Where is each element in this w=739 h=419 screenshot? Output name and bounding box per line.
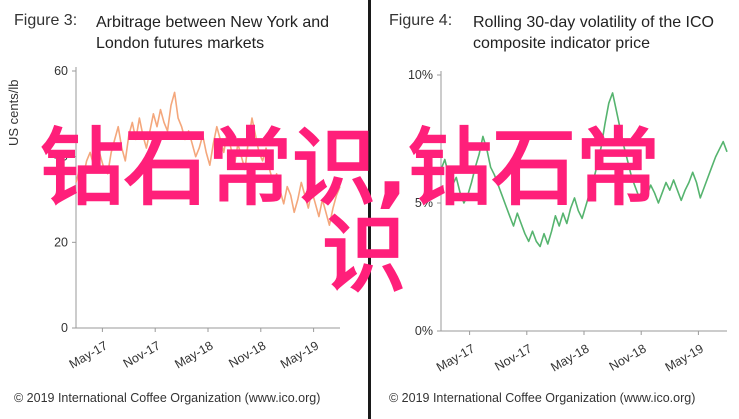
- series-line: [75, 91, 341, 226]
- y-tick-label: 60: [54, 64, 68, 78]
- chart-title: Arbitrage between New York and London fu…: [96, 14, 330, 52]
- x-tick-label: May-18: [172, 338, 215, 371]
- x-tick-label: May-19: [278, 338, 321, 371]
- figure-label: Figure 3:: [14, 12, 78, 29]
- x-tick-label: Nov-17: [121, 338, 163, 370]
- chart-title: Rolling 30-day volatility of the ICO com…: [473, 14, 714, 52]
- arbitrage-chart: 0 20 40 60 May-17 Nov-17 May-18 Nov-18 May-19: [54, 64, 341, 371]
- right-chart-panel: Figure 4: Rolling 30-day volatility of t…: [371, 0, 739, 419]
- y-tick-label: 40: [54, 150, 68, 164]
- panel-divider: [368, 0, 371, 419]
- x-tick-label: May-19: [663, 341, 706, 374]
- y-tick-label: 5%: [415, 196, 433, 210]
- x-tick-label: Nov-18: [226, 338, 268, 370]
- series-line: [440, 92, 728, 248]
- y-tick-label: 10%: [408, 68, 433, 82]
- y-tick-label: 0: [61, 321, 68, 335]
- left-chart-panel: Figure 3: Arbitrage between New York and…: [0, 0, 368, 419]
- y-tick-label: 20: [54, 235, 68, 249]
- x-tick-label: May-18: [548, 341, 591, 374]
- y-tick-label: 0%: [415, 324, 433, 338]
- x-tick-label: Nov-18: [607, 341, 649, 373]
- x-tick-label: May-17: [67, 338, 110, 371]
- copyright-text: © 2019 International Coffee Organization…: [389, 391, 696, 405]
- figure-label: Figure 4:: [389, 12, 453, 29]
- x-tick-label: May-17: [434, 341, 477, 374]
- x-tick-label: Nov-17: [492, 341, 534, 373]
- copyright-text: © 2019 International Coffee Organization…: [14, 391, 321, 405]
- volatility-chart: 0% 5% 10% May-17 Nov-17 May-18 Nov-18 May-19: [408, 68, 728, 374]
